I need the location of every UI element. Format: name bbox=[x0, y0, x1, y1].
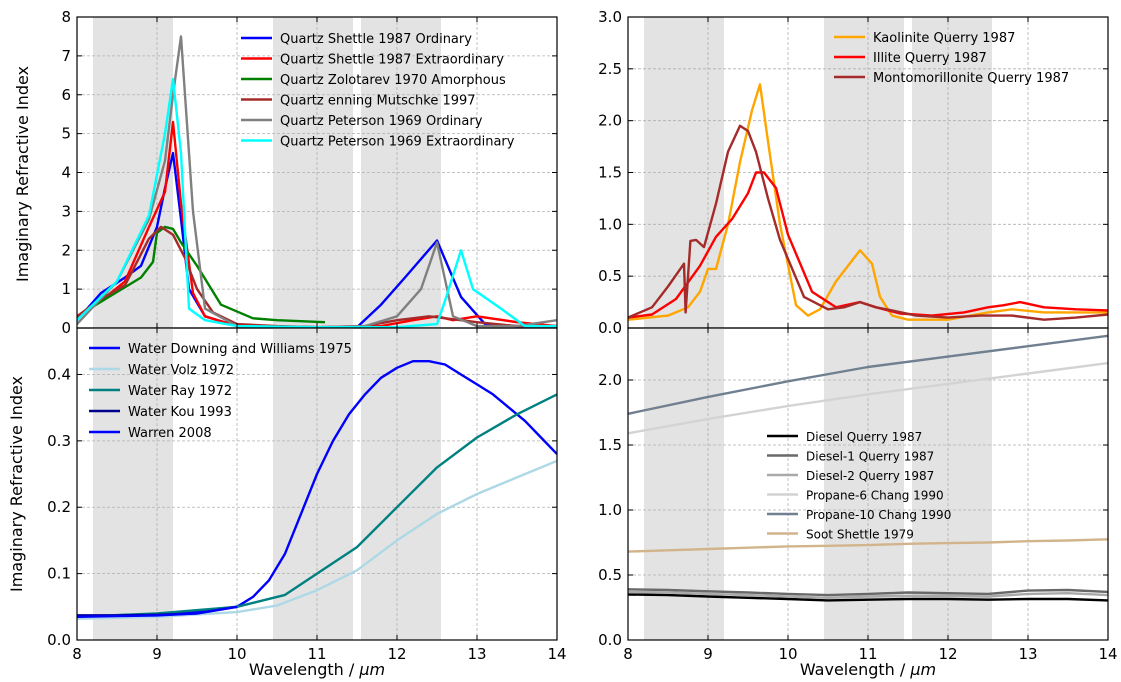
y-tick-label: 0.1 bbox=[47, 565, 71, 583]
y-tick-label: 1.0 bbox=[598, 215, 622, 233]
legend-label: Propane-10 Chang 1990 bbox=[806, 508, 951, 522]
series-line bbox=[628, 588, 1108, 597]
y-tick-label: 4 bbox=[61, 164, 71, 182]
y-tick-label: 0.3 bbox=[47, 432, 71, 450]
series-line bbox=[628, 124, 1108, 321]
series-line bbox=[77, 77, 557, 328]
y-tick-label: 3.0 bbox=[598, 8, 622, 26]
y-tick-label: 1.5 bbox=[598, 436, 622, 454]
y-tick-label: 0.5 bbox=[598, 566, 622, 584]
legend-label: Kaolinite Querry 1987 bbox=[873, 31, 1015, 46]
y-tick-label: 1 bbox=[61, 280, 71, 298]
legend-label: Warren 2008 bbox=[128, 426, 212, 441]
x-tick-label: 13 bbox=[1018, 645, 1037, 663]
shaded-band-3 bbox=[361, 328, 441, 640]
x-tick-label: 9 bbox=[152, 645, 162, 663]
panel-clay-minerals: 0.0 0.5 1.0 1.5 2.0 2.5 3.0 Kaolinite Querry 19… bbox=[598, 8, 1109, 337]
panel-soot-diesel-propane: 8 9 10 11 12 13 14 0.0 0.5 1.0 1.5 2.0 Diesel Querry… bbox=[598, 327, 1118, 663]
series-line bbox=[628, 538, 1108, 553]
legend-label: Propane-6 Chang 1990 bbox=[806, 489, 944, 503]
legend-label: Quartz enning Mutschke 1997 bbox=[280, 94, 476, 109]
y-tick-label: 2 bbox=[61, 241, 71, 259]
legend-label: Quartz Shettle 1987 Extraordinary bbox=[280, 53, 504, 68]
y-tick-label: 2.5 bbox=[598, 60, 622, 78]
y-tick-label: 5 bbox=[61, 125, 71, 143]
x-tick-label: 9 bbox=[703, 645, 713, 663]
series-line bbox=[77, 459, 557, 620]
x-tick-label: 8 bbox=[623, 645, 633, 663]
legend-label: Diesel-1 Querry 1987 bbox=[806, 450, 934, 464]
series-line bbox=[628, 171, 1108, 319]
y-tick-label: 0.0 bbox=[598, 319, 622, 337]
legend-label: Illite Querry 1987 bbox=[873, 51, 987, 66]
legend-label: Diesel Querry 1987 bbox=[806, 430, 922, 444]
legend-label: Quartz Peterson 1969 Ordinary bbox=[280, 114, 483, 129]
x-tick-label: 12 bbox=[387, 645, 406, 663]
legend-label: Quartz Zolotarev 1970 Amorphous bbox=[280, 73, 506, 88]
x-axis-label-right: Wavelength / μm bbox=[800, 660, 936, 679]
x-tick-label: 14 bbox=[1098, 645, 1117, 663]
x-tick-label: 10 bbox=[227, 645, 246, 663]
legend-label: Water Kou 1993 bbox=[128, 405, 232, 420]
series-line bbox=[628, 361, 1108, 435]
y-tick-label: 2.0 bbox=[598, 112, 622, 130]
y-tick-label: 1.0 bbox=[598, 501, 622, 519]
series-line bbox=[628, 593, 1108, 602]
series-line bbox=[77, 605, 238, 618]
series-line bbox=[77, 360, 557, 617]
x-tick-label: 10 bbox=[778, 645, 797, 663]
y-tick-label: 0.5 bbox=[598, 267, 622, 285]
y-tick-label: 6 bbox=[61, 86, 71, 104]
y-tick-label: 0 bbox=[61, 319, 71, 337]
legend-label: Water Ray 1972 bbox=[128, 384, 232, 399]
panel-water: 8 9 10 11 12 13 14 0.0 0.1 0.2 0.3 0.4 Water Downing… bbox=[47, 327, 567, 663]
y-axis-label-top: Imaginary Refractive Index bbox=[13, 66, 32, 282]
x-tick-label: 14 bbox=[547, 645, 566, 663]
legend-label: Montomorillonite Querry 1987 bbox=[873, 71, 1069, 86]
y-tick-label: 7 bbox=[61, 47, 71, 65]
legend-label: Water Volz 1972 bbox=[128, 363, 234, 378]
x-axis-label-left: Wavelength / μm bbox=[249, 660, 385, 679]
y-tick-label: 8 bbox=[61, 8, 71, 26]
x-tick-label: 12 bbox=[938, 645, 957, 663]
series-line bbox=[77, 225, 326, 324]
y-axis-label-bottom: Imaginary Refractive Index bbox=[7, 376, 26, 592]
panel-quartz: 0 1 2 3 4 5 6 7 8 Quartz Shettle 1987 Ordinary Qua… bbox=[61, 8, 558, 337]
x-tick-label: 11 bbox=[307, 645, 326, 663]
y-tick-label: 3 bbox=[61, 202, 71, 220]
legend-label: Quartz Peterson 1969 Extraordinary bbox=[280, 135, 515, 150]
y-tick-label: 0.0 bbox=[598, 631, 622, 649]
y-tick-label: 0.0 bbox=[47, 631, 71, 649]
y-tick-label: 0.4 bbox=[47, 365, 71, 383]
legend-label: Water Downing and Williams 1975 bbox=[128, 342, 352, 357]
shaded-band-1 bbox=[93, 328, 173, 640]
series-line bbox=[628, 334, 1108, 415]
y-tick-label: 0.2 bbox=[47, 498, 71, 516]
x-tick-label: 8 bbox=[72, 645, 82, 663]
x-tick-label: 13 bbox=[467, 645, 486, 663]
legend-label: Soot Shettle 1979 bbox=[806, 528, 914, 542]
legend-label: Diesel-2 Querry 1987 bbox=[806, 469, 934, 483]
series-line bbox=[628, 590, 1108, 599]
legend-label: Quartz Shettle 1987 Ordinary bbox=[280, 32, 472, 47]
y-tick-label: 2.0 bbox=[598, 371, 622, 389]
y-tick-label: 1.5 bbox=[598, 164, 622, 182]
x-tick-label: 11 bbox=[858, 645, 877, 663]
series-line bbox=[77, 393, 557, 618]
